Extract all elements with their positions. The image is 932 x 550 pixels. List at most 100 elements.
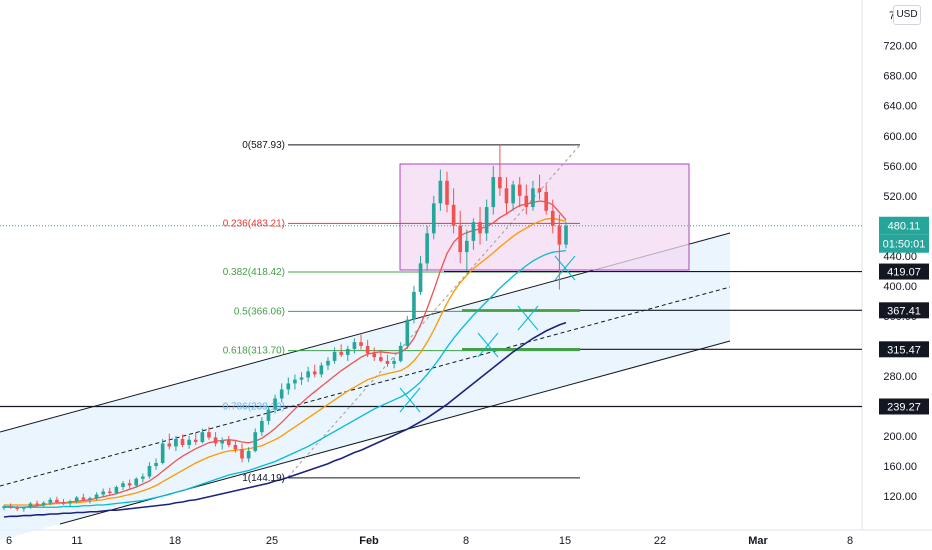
candle-body [471, 222, 476, 241]
candle [478, 207, 482, 245]
candle-body [55, 499, 59, 503]
candle-body [141, 476, 145, 479]
candle-body [293, 379, 297, 384]
y-tick-label: 400.00 [883, 281, 917, 293]
y-tick-label: 440.00 [883, 251, 917, 263]
candle [412, 285, 416, 324]
level-badge [879, 263, 929, 280]
candle [134, 477, 139, 488]
moving-average-slow [4, 249, 567, 508]
fib-level-label: 0(587.93) [242, 140, 285, 151]
candle [101, 488, 105, 498]
candle-body [253, 432, 258, 451]
candle [418, 255, 423, 295]
cross-marker[interactable] [554, 255, 576, 281]
candle-body [319, 365, 324, 375]
candle [431, 195, 436, 240]
candle [544, 184, 548, 215]
candle [88, 496, 92, 504]
y-tick-label: 560.00 [883, 161, 917, 173]
candle [511, 180, 515, 211]
candle [445, 171, 449, 213]
candle [564, 222, 568, 249]
candle-body [240, 449, 244, 459]
candle [74, 496, 79, 504]
level-badge [879, 302, 929, 319]
candle [537, 174, 542, 200]
x-axis[interactable]: 6 11 18 25 Feb 8 15 22 Mar 8 [6, 535, 853, 547]
candle-body [127, 483, 132, 486]
candle-body [372, 353, 377, 358]
x-tick-label: 15 [559, 535, 571, 547]
x-tick-label: Feb [359, 535, 379, 547]
cross-marker[interactable] [399, 387, 421, 413]
candle-body [74, 497, 79, 502]
candle [233, 439, 238, 453]
candle-body [445, 180, 449, 205]
candle-body [15, 508, 20, 510]
candle [2, 505, 6, 511]
candle [484, 199, 489, 241]
y-tick-label: 120.00 [883, 491, 917, 503]
current-price-badge [879, 216, 929, 235]
grid-layer [0, 0, 932, 531]
moving-average-long [3, 321, 567, 518]
candle [167, 433, 172, 450]
channel-mid-line[interactable] [0, 286, 731, 487]
candle [557, 214, 562, 290]
candle [15, 505, 20, 512]
candle [319, 362, 324, 378]
candle-body [220, 440, 225, 444]
candle [213, 432, 218, 447]
candle [22, 506, 26, 512]
level-badge-value: 419.07 [887, 267, 921, 279]
candle [35, 500, 39, 507]
candle [365, 339, 370, 358]
candle [48, 497, 53, 506]
candle-body [2, 506, 6, 509]
candle [81, 493, 86, 502]
currency-button[interactable]: USD [893, 5, 921, 25]
candle [160, 438, 165, 465]
fib-level-label: 0.5(366.06) [234, 306, 285, 317]
candle [379, 349, 383, 363]
candle [41, 501, 46, 508]
cross-marker[interactable] [477, 332, 499, 358]
candle-body [332, 351, 337, 361]
moving-average-mid [4, 217, 567, 506]
y-tick-label: 680.00 [883, 71, 917, 83]
candle-body [531, 188, 535, 208]
candle [127, 479, 132, 489]
fib-level-label: 0.618(313.70) [223, 346, 285, 357]
candle-body [68, 501, 72, 504]
candle-body [484, 207, 489, 234]
candle [28, 502, 33, 509]
y-axis[interactable]: 120.00160.00200.00240.00280.00320.00360.… [883, 10, 917, 503]
candle-body [544, 192, 548, 211]
candle [200, 428, 205, 444]
candle [405, 315, 410, 349]
candle-body [550, 210, 555, 226]
range-rectangle[interactable] [399, 163, 690, 271]
candle-body [107, 491, 112, 493]
level-badge-value: 367.41 [887, 305, 921, 317]
candle-body [81, 497, 86, 500]
candle-body [286, 383, 291, 390]
cross-marker-stroke [517, 305, 539, 331]
candle [465, 229, 469, 271]
candle [260, 417, 264, 436]
cross-marker-stroke [477, 332, 499, 358]
candle [299, 372, 304, 385]
candle [61, 499, 66, 506]
candle-body [134, 478, 139, 486]
cross-marker-stroke [399, 387, 421, 413]
x-tick-label: 8 [847, 535, 853, 547]
cross-marker[interactable] [517, 305, 539, 331]
current-price-value: 480.11 [888, 221, 921, 233]
candle-body [438, 180, 443, 204]
candle-body [365, 345, 370, 354]
candle [471, 218, 476, 250]
candle-body [200, 432, 205, 442]
candle-body [61, 502, 66, 504]
